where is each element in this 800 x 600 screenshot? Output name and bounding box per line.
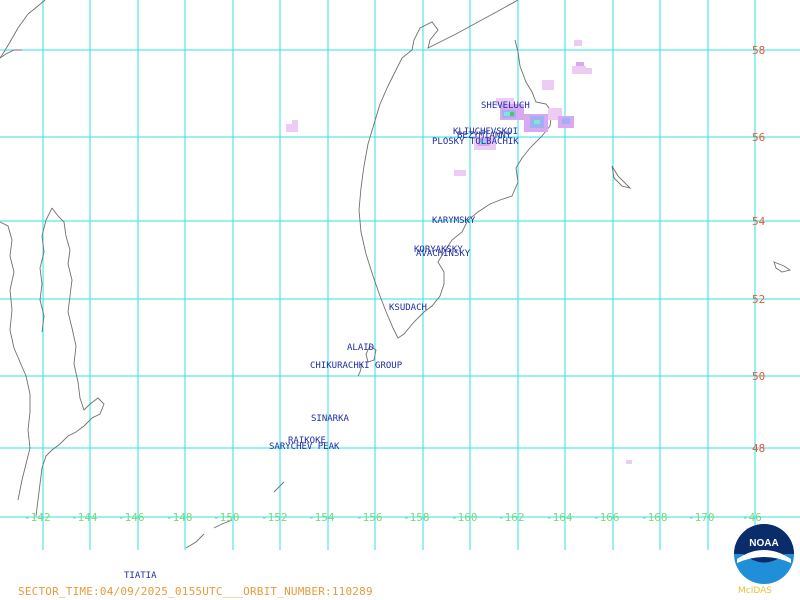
volcano-label-tiatia: TIATIA [124, 571, 157, 581]
lat-label: 58 [752, 44, 765, 57]
lon-label: -156 [356, 511, 383, 524]
lat-label: 48 [752, 442, 765, 455]
volcano-label-raikoke: RAIKOKE [288, 436, 326, 446]
logo-text: NOAA [749, 538, 778, 549]
volcano-label-alaid: ALAID [347, 343, 374, 353]
lon-label: -152 [261, 511, 288, 524]
lon-label: -146 [118, 511, 145, 524]
logo-caption: McIDAS [737, 586, 772, 596]
lon-label: -166 [593, 511, 620, 524]
sector-time-footer: SECTOR_TIME:04/09/2025_0155UTC___ORBIT_N… [18, 585, 373, 598]
lat-label: 54 [752, 215, 766, 228]
longitude-labels: -142 -144 -146 -148 -150 -152 -154 -156 … [24, 511, 762, 524]
volcano-label-ksudach: KSUDACH [389, 303, 427, 313]
lon-label: -142 [24, 511, 51, 524]
volcano-label-koryaksky: KORYAKSKY [414, 245, 463, 255]
lon-label: -46 [742, 511, 762, 524]
lon-label: -148 [166, 511, 193, 524]
coastlines [0, 0, 792, 549]
volcano-label-sarychev-peak: SARYCHEV PEAK [269, 442, 340, 452]
lat-label: 52 [752, 293, 765, 306]
noaa-logo: NOAA [734, 524, 794, 584]
lat-lon-grid [0, 0, 800, 550]
lon-label: -158 [403, 511, 430, 524]
lon-label: -154 [308, 511, 335, 524]
lon-label: -168 [641, 511, 668, 524]
volcano-label-chikurachki-group: CHIKURACHKI GROUP [310, 361, 403, 371]
volcano-label-plosky-tolbachik: PLOSKY TOLBACHIK [432, 137, 519, 147]
lon-label: -160 [451, 511, 478, 524]
volcano-label-sheveluch: SHEVELUCH [481, 101, 530, 111]
volcano-label-kliuchevskoi: KLIUCHEVSKOI [453, 127, 518, 137]
volcano-label-bezymianny: BEZYMIANNY [457, 131, 512, 141]
volcano-label-avachinsky: AVACHINSKY [416, 249, 471, 259]
lon-label: -170 [688, 511, 715, 524]
lat-label: 50 [752, 370, 765, 383]
volcano-label-karymsky: KARYMSKY [432, 216, 476, 226]
lon-label: -164 [546, 511, 573, 524]
lon-label: -162 [498, 511, 525, 524]
ash-signal [286, 40, 768, 564]
lon-label: -144 [71, 511, 98, 524]
lon-label: -150 [213, 511, 240, 524]
lat-label: 56 [752, 131, 765, 144]
volcano-labels: SHEVELUCH KLIUCHEVSKOI BEZYMIANNY PLOSKY… [124, 101, 530, 581]
latitude-labels: 58 56 54 52 50 48 [752, 44, 766, 455]
volcano-label-sinarka: SINARKA [311, 414, 350, 424]
